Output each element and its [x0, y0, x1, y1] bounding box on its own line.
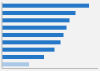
bar: [2, 26, 67, 30]
bar: [2, 40, 61, 44]
bar: [2, 4, 89, 8]
bar: [2, 48, 55, 52]
bar: [2, 11, 76, 15]
bars: [2, 4, 89, 67]
chart: [0, 0, 100, 71]
background: [0, 0, 100, 71]
bar: [2, 55, 44, 59]
bar: [2, 18, 70, 22]
x-axis: [2, 68, 98, 69]
bar: [2, 33, 64, 37]
bar: [2, 62, 29, 66]
y-axis: [2, 2, 3, 69]
